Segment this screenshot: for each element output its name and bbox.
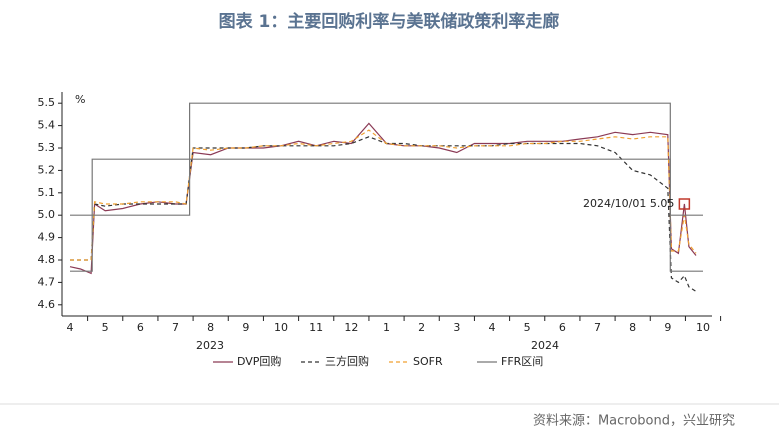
x-tick-label: 9 [664, 321, 671, 334]
y-tick-label: 5.3 [38, 141, 56, 154]
x-tick-label: 5 [102, 321, 109, 334]
legend-label: DVP回购 [237, 354, 281, 368]
x-tick-label: 8 [629, 321, 636, 334]
x-tick-label: 6 [137, 321, 144, 334]
y-tick-label: 4.7 [38, 275, 56, 288]
x-tick-label: 4 [67, 321, 74, 334]
series-line [70, 129, 697, 261]
y-tick-label: 4.9 [38, 231, 56, 244]
x-tick-label: 1 [383, 321, 390, 334]
annotation-marker [678, 198, 691, 210]
x-tick-label: 11 [309, 321, 323, 334]
series-line [70, 136, 697, 292]
legend-label: SOFR [413, 355, 443, 368]
y-tick-label: 4.8 [38, 253, 56, 266]
x-tick-label: 12 [344, 321, 358, 334]
legend-label: 三方回购 [325, 354, 369, 368]
y-tick-label: 5.1 [38, 186, 56, 199]
x-tick-label: 10 [274, 321, 288, 334]
series-line [70, 158, 703, 272]
x-tick-label: 4 [489, 321, 496, 334]
x-tick-label: 7 [172, 321, 179, 334]
chart-title: 图表 1：主要回购利率与美联储政策利率走廊 [219, 11, 560, 32]
x-tick-label: 6 [559, 321, 566, 334]
x-tick-label: 3 [453, 321, 460, 334]
x-tick-label: 5 [524, 321, 531, 334]
y-tick-label: 5.5 [38, 96, 56, 109]
legend-label: FFR区间 [501, 355, 543, 368]
y-tick-label: 4.6 [38, 298, 56, 311]
y-tick-label: 5.0 [38, 208, 56, 221]
annotation-label: 2024/10/01 5.05 [583, 197, 674, 210]
y-tick-label: 5.4 [38, 119, 56, 132]
y-tick-label: 5.2 [38, 163, 56, 176]
x-tick-label: 10 [696, 321, 710, 334]
year-label: 2023 [196, 339, 224, 352]
source: 资料来源：Macrobond，兴业研究 [533, 414, 735, 429]
x-tick-label: 7 [594, 321, 601, 334]
x-tick-label: 2 [418, 321, 425, 334]
y-unit: % [75, 93, 85, 106]
x-tick-label: 9 [242, 321, 249, 334]
x-tick-label: 8 [207, 321, 214, 334]
year-label: 2024 [531, 339, 559, 352]
